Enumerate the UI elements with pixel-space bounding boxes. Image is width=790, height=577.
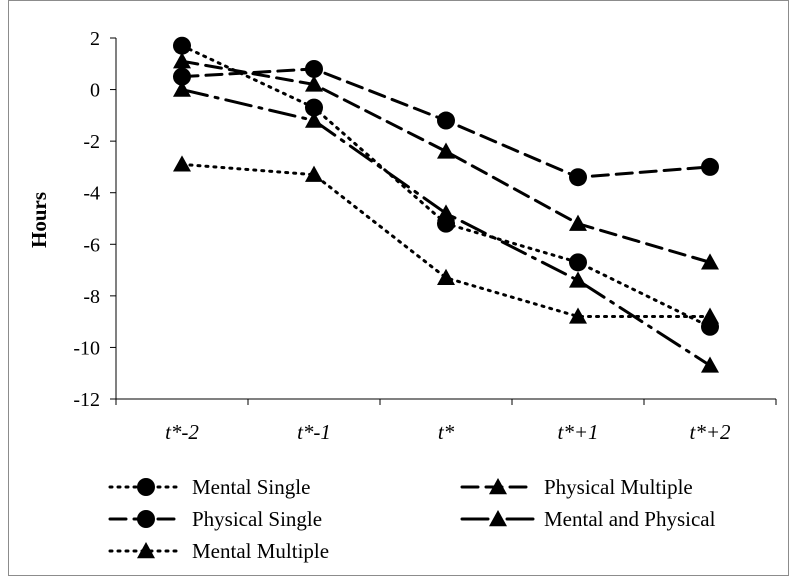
legend-marker — [137, 510, 155, 528]
y-tick-label: -4 — [83, 183, 100, 205]
legend-item: Mental Single — [108, 475, 310, 499]
data-point-4-2 — [437, 204, 455, 221]
data-point-1-3 — [569, 168, 587, 187]
data-point-2-1 — [305, 165, 323, 182]
y-tick-label: -8 — [83, 286, 100, 308]
legend-label: Physical Multiple — [544, 475, 693, 499]
data-point-1-4 — [701, 157, 719, 176]
legend-label: Physical Single — [192, 507, 322, 531]
series-line-3 — [180, 59, 712, 264]
markers-group — [173, 36, 719, 373]
legend-marker — [137, 542, 155, 559]
data-point-3-3 — [569, 214, 587, 231]
x-tick-label: t*-1 — [297, 420, 331, 444]
data-point-4-3 — [569, 271, 587, 288]
data-point-0-3 — [569, 253, 587, 272]
data-point-2-4 — [701, 307, 719, 324]
legend-item: Mental Multiple — [108, 539, 329, 563]
legend-label: Mental Single — [192, 475, 310, 499]
y-tick-label: -2 — [83, 131, 100, 153]
data-point-4-4 — [701, 356, 719, 373]
data-point-1-2 — [437, 111, 455, 130]
y-tick-label: -12 — [73, 389, 100, 411]
x-tick-label: t* — [438, 420, 455, 444]
data-point-0-1 — [305, 98, 323, 117]
data-point-2-3 — [569, 307, 587, 324]
legend-marker — [489, 478, 507, 495]
legend-marker — [489, 510, 507, 527]
y-tick-label: -6 — [83, 234, 100, 256]
legend-label: Mental and Physical — [544, 507, 716, 531]
data-point-3-0 — [173, 52, 191, 69]
x-tick-label: t*+2 — [689, 420, 731, 444]
legend-item: Physical Single — [108, 507, 322, 531]
data-point-0-0 — [173, 36, 191, 55]
y-tick-label: 0 — [90, 80, 100, 102]
data-point-2-0 — [173, 155, 191, 172]
data-point-1-1 — [305, 59, 323, 78]
y-axis-label: Hours — [27, 192, 51, 248]
data-point-1-0 — [173, 67, 191, 86]
x-tick-label: t*+1 — [557, 420, 598, 444]
y-tick-label: 2 — [90, 28, 100, 50]
data-point-4-1 — [305, 111, 323, 128]
legend-item: Mental and Physical — [460, 507, 716, 531]
data-point-3-2 — [437, 142, 455, 159]
y-tick-label: -10 — [73, 337, 100, 359]
data-point-4-0 — [173, 80, 191, 97]
data-point-2-2 — [437, 268, 455, 286]
legend-marker — [137, 478, 155, 496]
axes-group: 2 0 -2 -4 -6 -8 -10 -12 t*-2 t*-1 t* t*+1 t*+2 — [73, 28, 777, 444]
x-tick-label: t*-2 — [165, 420, 199, 444]
data-point-3-1 — [305, 75, 323, 92]
series-line-2 — [180, 162, 712, 318]
chart-frame — [8, 0, 789, 576]
legend-item: Physical Multiple — [460, 475, 693, 499]
legend: Mental Single Physical Multiple Physical S… — [108, 475, 716, 563]
legend-label: Mental Multiple — [192, 539, 329, 563]
data-point-3-4 — [701, 253, 719, 270]
